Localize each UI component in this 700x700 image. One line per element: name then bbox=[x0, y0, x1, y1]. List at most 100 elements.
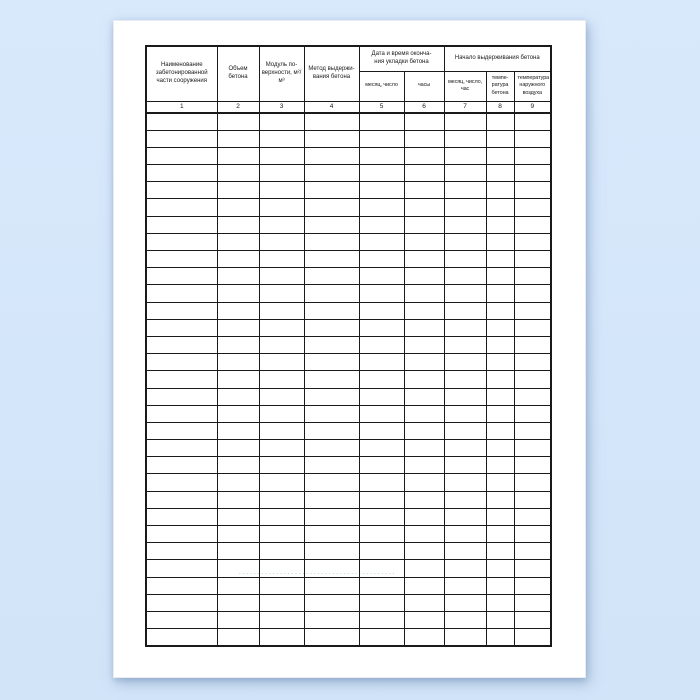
body-cell bbox=[443, 524, 487, 544]
body-cell bbox=[358, 232, 405, 252]
body-cell bbox=[403, 542, 445, 561]
body-cell bbox=[145, 507, 218, 527]
body-cell bbox=[258, 249, 305, 269]
body-cell bbox=[258, 421, 305, 441]
body-cell bbox=[145, 267, 218, 286]
body-cell bbox=[443, 146, 487, 166]
body-cell bbox=[258, 335, 305, 355]
body-cell bbox=[145, 146, 218, 166]
body-cell bbox=[358, 473, 405, 492]
body-cell bbox=[303, 164, 360, 183]
body-cell bbox=[443, 198, 487, 217]
body-cell bbox=[216, 370, 260, 389]
body-cell bbox=[443, 490, 487, 509]
body-cell bbox=[303, 318, 360, 337]
body-cell bbox=[145, 198, 218, 217]
body-cell bbox=[485, 456, 515, 475]
paper-sheet: Наименование забетонированной части соор… bbox=[113, 20, 586, 678]
body-cell bbox=[358, 301, 405, 320]
body-cell bbox=[216, 267, 260, 286]
body-cell bbox=[145, 593, 218, 612]
table-row bbox=[145, 232, 552, 252]
body-cell bbox=[443, 181, 487, 200]
body-cell bbox=[303, 542, 360, 561]
body-cell bbox=[145, 610, 218, 630]
body-cell bbox=[513, 353, 552, 372]
body-cell bbox=[216, 353, 260, 372]
subcol-header-month-day-hour: месяц, число, час bbox=[443, 70, 487, 102]
table-row bbox=[145, 439, 552, 458]
body-cell bbox=[513, 146, 552, 166]
body-cell bbox=[216, 215, 260, 234]
body-cell bbox=[443, 284, 487, 303]
body-cell bbox=[485, 559, 515, 578]
body-cell bbox=[145, 490, 218, 509]
table-row bbox=[145, 559, 552, 578]
body-cell bbox=[216, 146, 260, 166]
body-cell bbox=[145, 164, 218, 183]
body-cell bbox=[145, 215, 218, 234]
table-row bbox=[145, 249, 552, 269]
body-cell bbox=[358, 439, 405, 458]
body-cell bbox=[216, 129, 260, 148]
column-number: 5 bbox=[358, 100, 405, 114]
body-cell bbox=[513, 404, 552, 423]
body-cell bbox=[443, 335, 487, 355]
body-cell bbox=[485, 370, 515, 389]
body-cell bbox=[303, 353, 360, 372]
subcol-header-outdoor-temp: температура наружного воздуха bbox=[513, 70, 552, 102]
body-cell bbox=[443, 439, 487, 458]
body-cell bbox=[303, 628, 360, 647]
body-cell bbox=[443, 593, 487, 612]
body-cell bbox=[216, 628, 260, 647]
body-cell bbox=[403, 215, 445, 234]
column-number: 7 bbox=[443, 100, 487, 114]
body-cell bbox=[485, 353, 515, 372]
body-cell bbox=[303, 146, 360, 166]
body-cell bbox=[403, 370, 445, 389]
body-cell bbox=[485, 524, 515, 544]
body-cell bbox=[303, 576, 360, 595]
body-cell bbox=[485, 439, 515, 458]
body-cell bbox=[358, 490, 405, 509]
body-cell bbox=[303, 112, 360, 131]
body-cell bbox=[403, 593, 445, 612]
subcol-header-month-day: месяц, число bbox=[358, 70, 405, 102]
table-row bbox=[145, 267, 552, 286]
body-cell bbox=[145, 370, 218, 389]
body-cell bbox=[216, 439, 260, 458]
body-cell bbox=[145, 421, 218, 441]
table-row bbox=[145, 490, 552, 509]
body-cell bbox=[358, 542, 405, 561]
column-number: 4 bbox=[303, 100, 360, 114]
body-cell bbox=[258, 559, 305, 578]
body-cell bbox=[358, 404, 405, 423]
body-cell bbox=[216, 593, 260, 612]
table-row bbox=[145, 473, 552, 492]
table-row bbox=[145, 215, 552, 234]
body-cell bbox=[258, 507, 305, 527]
body-cell bbox=[303, 181, 360, 200]
body-cell bbox=[303, 267, 360, 286]
body-cell bbox=[513, 610, 552, 630]
body-cell bbox=[258, 439, 305, 458]
body-cell bbox=[216, 164, 260, 183]
body-cell bbox=[485, 267, 515, 286]
body-cell bbox=[145, 318, 218, 337]
body-cell bbox=[443, 542, 487, 561]
table-row bbox=[145, 181, 552, 200]
body-cell bbox=[258, 404, 305, 423]
body-cell bbox=[145, 542, 218, 561]
body-cell bbox=[145, 559, 218, 578]
body-cell bbox=[258, 198, 305, 217]
body-cell bbox=[513, 181, 552, 200]
body-cell bbox=[403, 456, 445, 475]
body-cell bbox=[145, 576, 218, 595]
body-cell bbox=[358, 559, 405, 578]
body-cell bbox=[443, 456, 487, 475]
body-cell bbox=[145, 524, 218, 544]
body-cell bbox=[258, 542, 305, 561]
body-cell bbox=[403, 249, 445, 269]
body-cell bbox=[258, 215, 305, 234]
body-cell bbox=[443, 576, 487, 595]
